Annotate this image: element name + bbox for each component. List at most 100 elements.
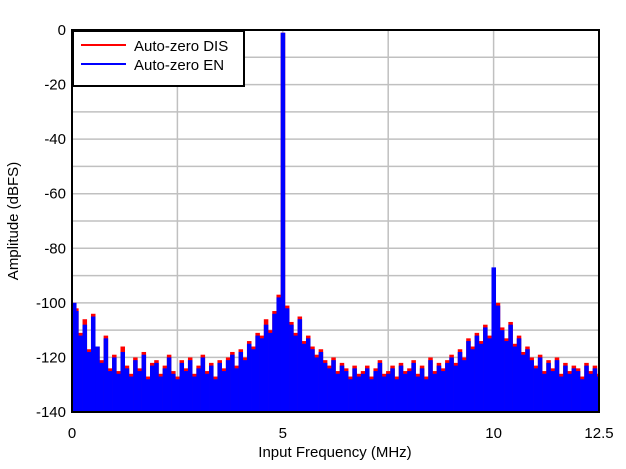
- bar-series-1: [289, 324, 294, 412]
- bar-series-1: [424, 379, 429, 412]
- bar-series-1: [327, 368, 332, 412]
- bar-series-1: [112, 357, 117, 412]
- y-tick-label: -80: [44, 240, 66, 257]
- bar-series-1: [238, 351, 244, 412]
- bar-series-1: [116, 373, 121, 412]
- y-tick-label: 0: [58, 22, 66, 39]
- bar-series-1: [483, 327, 488, 412]
- bar-series-1: [145, 379, 151, 412]
- bar-series-1: [331, 360, 336, 412]
- plot-frame: [71, 29, 600, 413]
- bar-series-1: [162, 368, 168, 412]
- bar-series-1: [204, 373, 210, 412]
- bar-series-1: [103, 338, 109, 412]
- bar-series-1: [128, 376, 134, 412]
- bar-series-1: [301, 343, 307, 412]
- bar-series-1: [402, 373, 408, 412]
- y-axis-label: Amplitude (dBFS): [5, 162, 22, 280]
- bar-series-1: [584, 365, 589, 412]
- bar-series-1: [209, 365, 214, 412]
- bar-series-1: [120, 351, 125, 412]
- bar-series-1: [537, 357, 543, 412]
- bar-series-1: [495, 305, 501, 412]
- x-axis-label: Input Frequency (MHz): [258, 444, 411, 461]
- bar-series-1: [428, 360, 433, 412]
- bar-series-1: [99, 362, 104, 412]
- bar-series-1: [563, 365, 568, 412]
- bar-series-1: [575, 371, 581, 412]
- bar-series-1: [457, 351, 463, 412]
- bar-series-1: [234, 368, 239, 412]
- bar-series-1: [179, 362, 185, 412]
- bar-series-1: [365, 368, 370, 412]
- bar-series-1: [343, 371, 349, 412]
- bar-series-1: [158, 376, 163, 412]
- y-tick-label: -120: [36, 349, 66, 366]
- bar-series-1: [394, 379, 400, 412]
- y-tick-label: -40: [44, 131, 66, 148]
- bar-series-1: [335, 373, 341, 412]
- bar-series-1: [171, 373, 176, 412]
- bar-series-1: [352, 368, 357, 412]
- bar-series-1: [491, 267, 497, 412]
- bar-series-1: [411, 362, 416, 412]
- bar-series-1: [230, 354, 235, 412]
- bar-series-1: [276, 297, 281, 412]
- bar-series-1: [415, 376, 421, 412]
- bar-series-1: [470, 349, 475, 412]
- bar-series-1: [314, 357, 319, 412]
- bar-series-1: [419, 368, 425, 412]
- bar-series-1: [133, 360, 138, 412]
- bar-series-1: [567, 373, 572, 412]
- bar-series-1: [445, 362, 450, 412]
- y-tick-label: -20: [44, 77, 66, 94]
- bar-series-1: [377, 362, 383, 412]
- bar-series-1: [192, 376, 197, 412]
- bar-series-1: [360, 373, 366, 412]
- bar-series-1: [225, 360, 231, 412]
- bar-series-1: [521, 354, 526, 412]
- y-tick-label: -60: [44, 186, 66, 203]
- bar-series-1: [461, 360, 467, 412]
- bar-series-1: [432, 373, 437, 412]
- bar-series-1: [436, 365, 442, 412]
- bar-series-1: [474, 335, 480, 412]
- bar-series-1: [478, 343, 484, 412]
- bar-series-1: [318, 351, 324, 412]
- bar-series-1: [86, 351, 92, 412]
- bar-series-1: [504, 341, 509, 412]
- bar-series-1: [542, 373, 547, 412]
- bar-series-1: [594, 376, 600, 412]
- bar-series-1: [78, 335, 83, 412]
- bar-series-1: [268, 332, 273, 412]
- bar-series-1: [571, 368, 577, 412]
- bar-series-1: [339, 365, 345, 412]
- bar-series-1: [107, 371, 113, 412]
- bar-series-1: [348, 379, 353, 412]
- bar-series-1: [453, 365, 459, 412]
- bar-series-1: [512, 346, 518, 412]
- bar-series-1: [310, 349, 315, 412]
- y-tick-label: -140: [36, 404, 66, 421]
- bar-series-1: [516, 338, 522, 412]
- y-tick-label: -100: [36, 295, 66, 312]
- bar-series-1: [196, 368, 201, 412]
- bar-series-1: [381, 376, 387, 412]
- bar-series-1: [259, 338, 265, 412]
- bar-series-1: [533, 368, 539, 412]
- bar-series-1: [588, 373, 593, 412]
- bar-series-1: [124, 368, 130, 412]
- bar-series-1: [407, 371, 412, 412]
- bar-series-1: [449, 357, 454, 412]
- bar-series-1: [550, 371, 556, 412]
- bar-series-1: [466, 341, 471, 412]
- bar-series-1: [440, 371, 446, 412]
- bar-series-1: [398, 365, 404, 412]
- bar-series-1: [200, 357, 206, 412]
- x-tick-label: 0: [68, 425, 76, 442]
- bar-series-1: [369, 379, 374, 412]
- bar-series-1: [386, 373, 391, 412]
- bar-series-1: [546, 362, 551, 412]
- bar-series-1: [558, 376, 564, 412]
- bar-series-1: [154, 362, 159, 412]
